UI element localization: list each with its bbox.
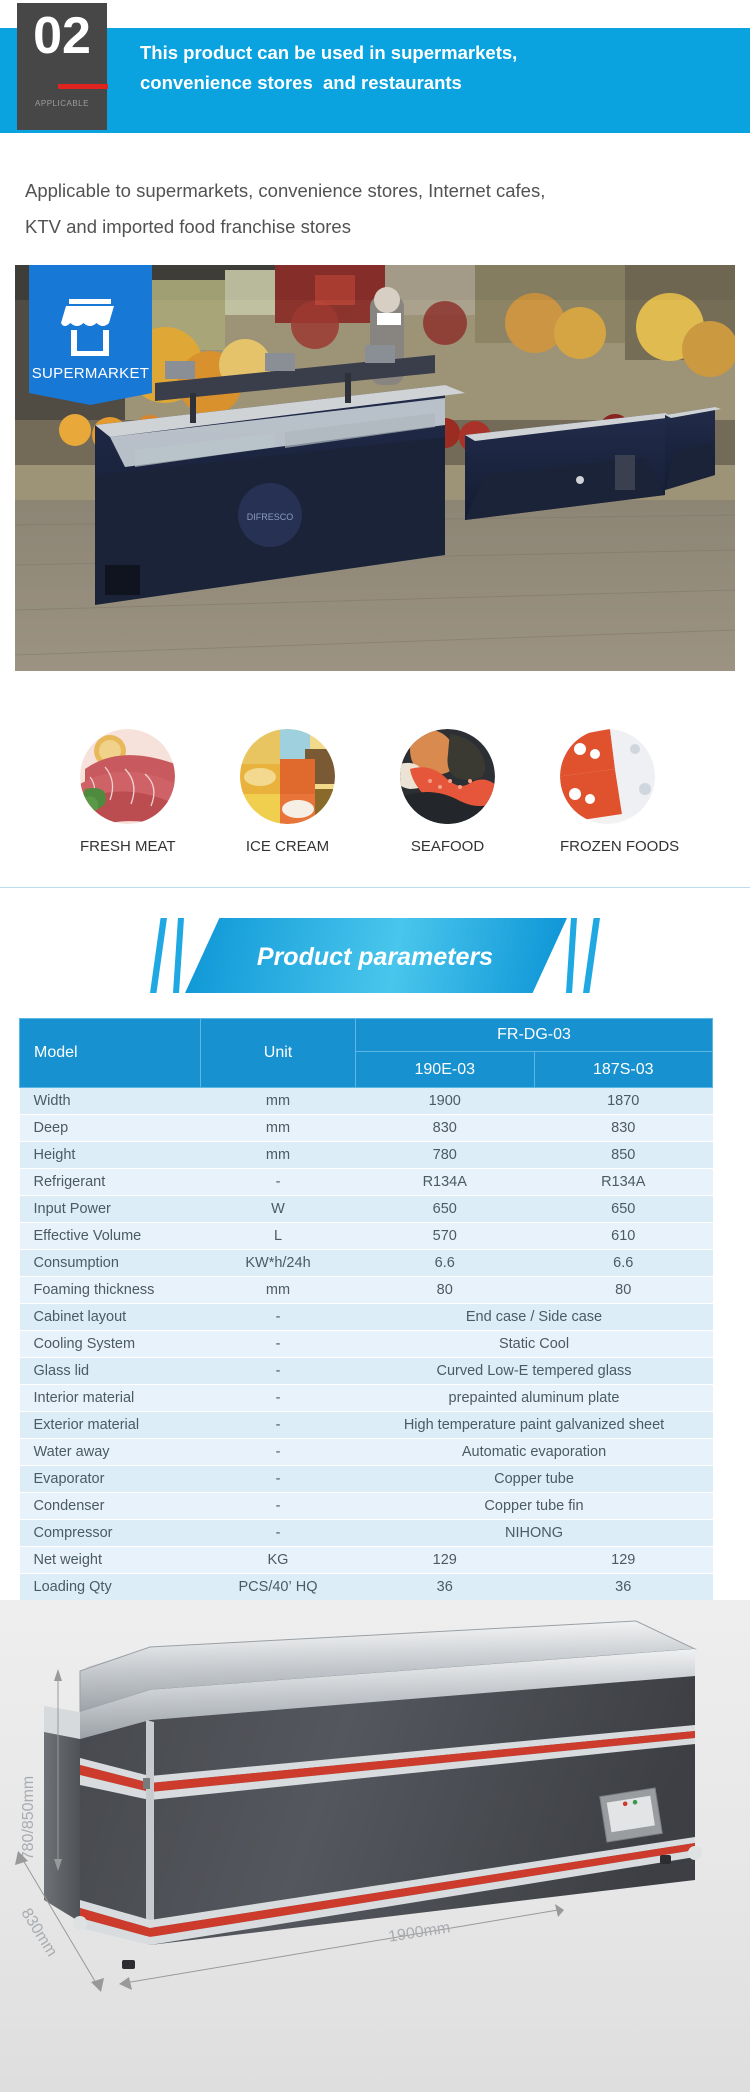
svg-text:DIFRESCO: DIFRESCO (247, 512, 294, 522)
svg-text:830mm: 830mm (17, 1905, 60, 1959)
svg-text:1900mm: 1900mm (387, 1919, 451, 1946)
svg-text:780/850mm: 780/850mm (20, 1776, 37, 1861)
svg-text:SUPERMARKET: SUPERMARKET (32, 365, 150, 382)
